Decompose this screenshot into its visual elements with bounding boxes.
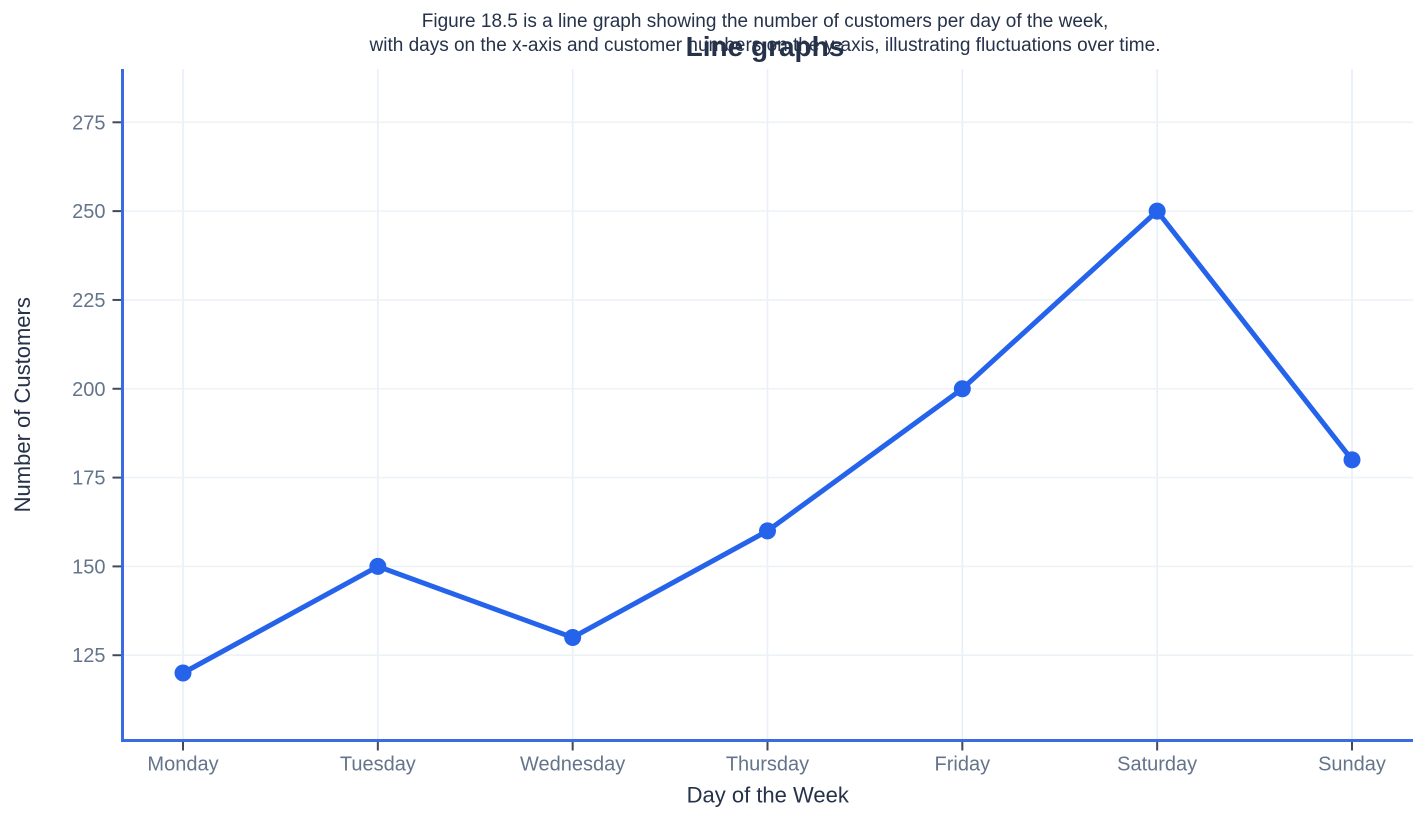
y-tick-label: 200 (72, 379, 105, 401)
x-tick-label: Thursday (726, 754, 809, 776)
x-axis-title: Day of the Week (687, 783, 850, 808)
x-tick-label: Sunday (1318, 754, 1386, 776)
data-point-marker (1343, 451, 1361, 469)
figure-caption-line-1: Figure 18.5 is a line graph showing the … (421, 11, 1109, 32)
data-point-marker (953, 380, 971, 398)
figure-caption: Figure 18.5 is a line graph showing the … (370, 10, 1161, 58)
data-point-marker (759, 522, 776, 540)
x-tick-label: Monday (147, 754, 218, 776)
y-tick-label: 275 (72, 112, 105, 134)
y-tick-label: 225 (72, 290, 105, 312)
y-tick-label: 250 (72, 201, 105, 223)
chart-title: Line graphs (685, 31, 845, 62)
x-tick-label: Saturday (1117, 754, 1197, 776)
y-tick-label: 125 (72, 645, 105, 667)
x-tick-label: Friday (935, 754, 991, 776)
data-point-marker (174, 664, 192, 682)
y-axis-title: Number of Customers (10, 297, 35, 512)
y-tick-label: 175 (72, 468, 105, 490)
x-tick-label: Wednesday (520, 754, 625, 776)
figure-caption-line-2: with days on the x-axis and customer num… (369, 35, 1161, 56)
y-tick-label: 150 (72, 556, 105, 578)
data-point-marker (1148, 202, 1166, 220)
data-point-marker (369, 557, 387, 575)
data-point-marker (564, 628, 582, 646)
x-tick-label: Tuesday (340, 754, 416, 776)
